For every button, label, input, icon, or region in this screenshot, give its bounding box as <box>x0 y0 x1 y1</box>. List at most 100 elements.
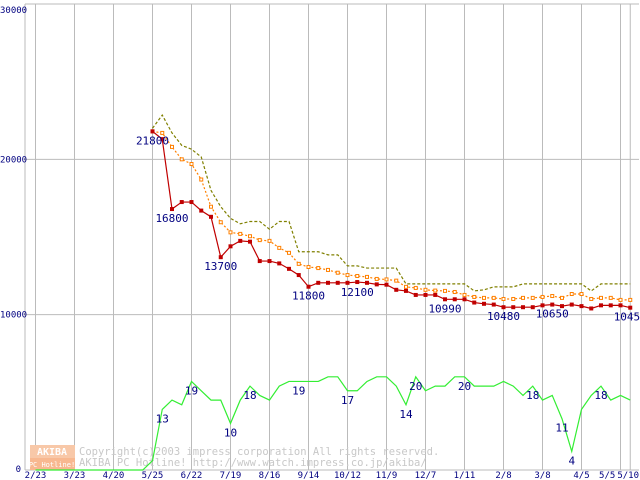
copyright-text: Copyright(c)2003 impress corporation All… <box>79 446 439 458</box>
price-data-label: 13700 <box>204 260 237 273</box>
series-min-point <box>287 266 291 271</box>
series-average-point <box>306 264 311 269</box>
series-min-point <box>491 302 496 307</box>
series-average-point <box>394 278 399 283</box>
series-min-point <box>296 273 301 278</box>
count-data-label: 20 <box>409 380 422 393</box>
series-average-point <box>443 288 447 293</box>
series-min-point <box>160 137 165 142</box>
x-tick-label: 10/12 <box>334 471 361 480</box>
series-min-point <box>569 302 574 307</box>
series-average-point <box>209 204 213 209</box>
series-min-point <box>326 280 330 285</box>
logo-bottom-box <box>30 458 75 470</box>
count-data-label: 18 <box>594 389 607 402</box>
x-tick-label: 3/23 <box>64 471 86 480</box>
series-min-point <box>316 280 321 285</box>
series-average-point <box>160 130 165 135</box>
series-average-point <box>199 177 204 182</box>
count-data-label: 19 <box>185 384 198 397</box>
series-min-point <box>209 214 213 219</box>
series-average-point <box>218 220 223 225</box>
series-average-point <box>189 161 194 166</box>
x-tick-label: 2/8 <box>495 471 511 480</box>
y-tick-label: 20000 <box>0 155 27 165</box>
x-tick-label: 5/5 <box>599 471 615 480</box>
series-min-point <box>218 255 223 260</box>
series-average-point <box>335 270 340 275</box>
series-average-point <box>423 287 428 292</box>
series-average-point <box>501 296 506 301</box>
series-min-point <box>413 292 418 297</box>
x-tick-label: 9/14 <box>298 471 320 480</box>
series-average-point <box>287 250 291 255</box>
series-average-point <box>374 276 379 281</box>
x-tick-label: 8/16 <box>259 471 281 480</box>
x-tick-label: 4/20 <box>103 471 125 480</box>
series-min-line <box>152 130 631 310</box>
series-min-point <box>579 304 584 309</box>
count-data-label: 20 <box>458 380 471 393</box>
series-min-point <box>384 282 389 287</box>
series-min-point <box>511 305 516 310</box>
x-tick-label: 11/9 <box>376 471 398 480</box>
series-min-point <box>540 303 545 308</box>
series-average-point <box>511 296 516 301</box>
labels-layer: 21800 16800 13700 11800 12100 10990 10480 10650… <box>136 134 640 467</box>
price-data-label: 16800 <box>155 212 188 225</box>
series-average-point <box>179 157 184 162</box>
y-tick-label: 30000 <box>0 6 27 16</box>
x-tick-label: 6/22 <box>181 471 203 480</box>
series-min-point <box>150 129 155 134</box>
series-min-point <box>599 303 603 308</box>
series-min-point <box>462 297 467 302</box>
series-min-point <box>306 284 311 289</box>
x-tick-label: 2/23 <box>25 471 47 480</box>
series-average-point <box>296 261 301 266</box>
price-data-label: 10650 <box>536 308 569 321</box>
series-average-point <box>433 288 438 293</box>
series-min-point <box>501 305 506 310</box>
series-average-point <box>521 295 525 300</box>
grid: 0 10000 20000 30000 2/23 3/23 4/20 5/25 6/22 7/19… <box>0 3 639 480</box>
y-tick-label: 0 <box>16 465 21 475</box>
series-min-point <box>530 305 535 310</box>
series-average-point <box>404 284 408 289</box>
series-min-point <box>257 259 262 264</box>
series-average-point <box>608 295 613 300</box>
series-average-point <box>589 296 594 301</box>
x-tick-label: 3/8 <box>534 471 550 480</box>
series-average-point <box>326 267 330 272</box>
series-average-point <box>462 292 467 297</box>
x-tick-label: 5/10 <box>617 471 639 480</box>
series-average-point <box>491 295 496 300</box>
series-min-point <box>521 305 525 310</box>
series-min-point <box>443 297 447 302</box>
series-average-point <box>530 295 535 300</box>
series-min-point <box>267 259 272 264</box>
series-average-point <box>365 274 369 279</box>
series-average-point <box>355 273 360 278</box>
watermark: AKIBA PC Hotline! Copyright(c)2003 impre… <box>29 445 439 470</box>
count-data-label: 14 <box>399 408 413 421</box>
series-min-point <box>589 306 594 311</box>
series-average-point <box>550 294 555 299</box>
series-average-point <box>599 295 603 300</box>
series-average-point <box>452 289 457 294</box>
series-min-point <box>335 280 340 285</box>
x-tick-label: 7/19 <box>220 471 242 480</box>
price-data-label: 10450 <box>614 311 640 324</box>
series-average-point <box>618 297 623 302</box>
series-average-point <box>628 297 633 302</box>
series-average-point <box>579 292 584 297</box>
logo-top-text: AKIBA <box>37 447 67 458</box>
x-tick-label: 4/5 <box>573 471 589 480</box>
series-average-point <box>228 230 233 235</box>
series-average-point <box>267 238 272 243</box>
count-data-label: 18 <box>526 389 539 402</box>
series-average-point <box>472 294 477 299</box>
series-min-point <box>472 300 477 305</box>
series-min-point <box>248 239 252 244</box>
count-data-label: 10 <box>224 426 237 439</box>
